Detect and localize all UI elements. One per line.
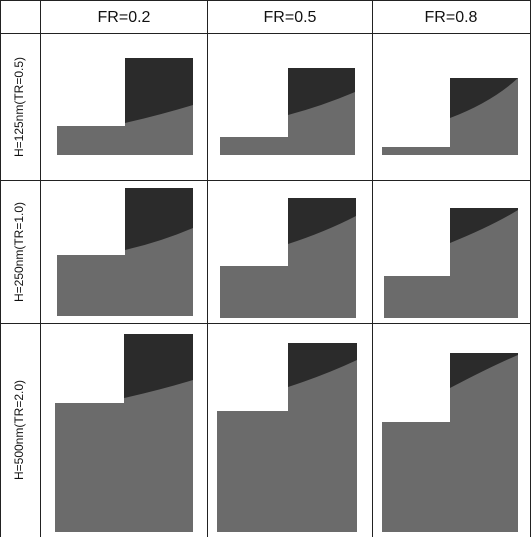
column-header: FR=0.8	[425, 9, 478, 26]
column-header: FR=0.5	[264, 9, 317, 26]
substrate	[55, 380, 193, 532]
row-label: H=125nm(TR=0.5)	[12, 57, 26, 157]
substrate	[220, 92, 355, 155]
header: FR=0.2 FR=0.5 FR=0.8	[98, 9, 478, 26]
row-label: H=500nm(TR=2.0)	[12, 380, 26, 480]
substrate	[217, 360, 357, 532]
row-label: H=250nm(TR=1.0)	[12, 202, 26, 302]
figure-table: FR=0.2 FR=0.5 FR=0.8 H=125nm(TR=0.5) H=2…	[0, 0, 531, 537]
column-header: FR=0.2	[98, 9, 151, 26]
simulation-images	[55, 58, 518, 532]
row-labels: H=125nm(TR=0.5) H=250nm(TR=1.0) H=500nm(…	[12, 57, 26, 480]
